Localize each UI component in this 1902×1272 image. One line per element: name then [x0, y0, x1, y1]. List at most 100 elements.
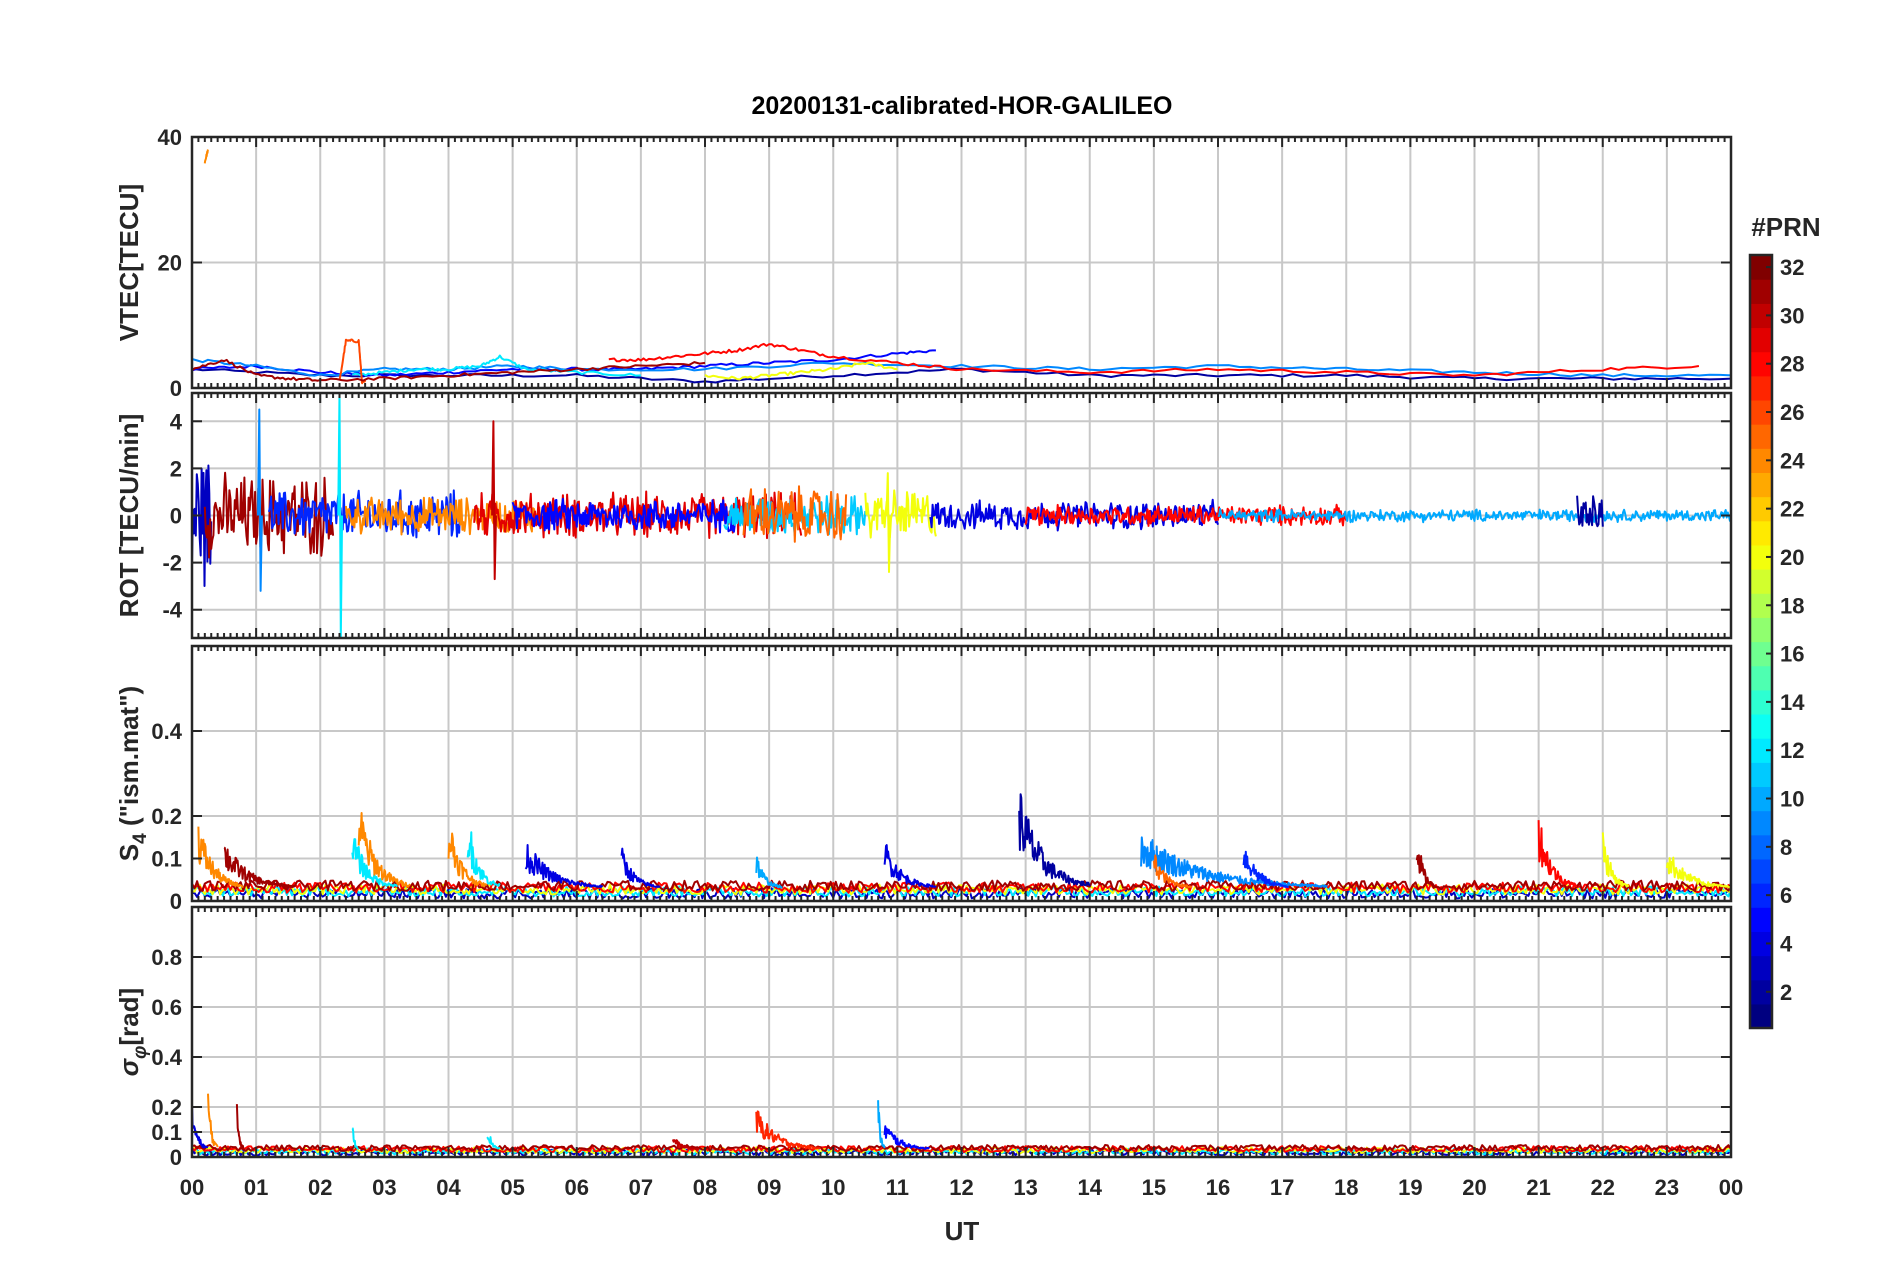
- colorbar-segment: [1750, 665, 1772, 691]
- colorbar-segment: [1750, 955, 1772, 981]
- colorbar-segment: [1750, 375, 1772, 401]
- burst-prn-31: [1415, 854, 1437, 888]
- y-tick-label: 0: [170, 376, 182, 401]
- colorbar-segment: [1750, 810, 1772, 836]
- y-tick-labels: 0 0.1 0.2 0.4: [151, 719, 1731, 914]
- colorbar-tick-label: 20: [1780, 545, 1804, 570]
- colorbar-tick-label: 26: [1780, 400, 1804, 425]
- colorbar-tick-label: 12: [1780, 738, 1804, 763]
- series-prn-10: [1217, 508, 1731, 524]
- burst-prn-10: [877, 1100, 886, 1149]
- colorbar-segment: [1750, 569, 1772, 594]
- colorbar-segment: [1750, 472, 1772, 498]
- x-tick-label: 02: [308, 1175, 332, 1200]
- y-tick-label: 0.2: [151, 1095, 182, 1120]
- x-tick-label: 19: [1398, 1175, 1422, 1200]
- colorbar-segment: [1750, 786, 1772, 812]
- y-tick-label: 0.1: [151, 1120, 182, 1145]
- colorbar-segment: [1750, 279, 1772, 304]
- y-axis-label: ROT [TECU/min]: [114, 414, 144, 618]
- x-tick-label: 22: [1591, 1175, 1615, 1200]
- y-tick-label: 0.2: [151, 804, 182, 829]
- colorbar-segment: [1750, 520, 1772, 546]
- x-tick-label: 20: [1462, 1175, 1486, 1200]
- burst-prn-28: [1537, 820, 1578, 888]
- series-prn-20: [704, 361, 898, 381]
- grid: [192, 907, 1731, 1157]
- y-tick-label: 0: [170, 504, 182, 529]
- chart-title: 20200131-calibrated-HOR-GALILEO: [752, 92, 1173, 120]
- burst-prn-12: [351, 838, 399, 888]
- colorbar-segment: [1750, 617, 1772, 643]
- burst-prn-24: [447, 832, 488, 888]
- colorbar-segment: [1750, 1003, 1772, 1029]
- series-prn-28: [1024, 503, 1348, 527]
- colorbar-segment: [1750, 327, 1772, 353]
- x-tick-label: 05: [500, 1175, 524, 1200]
- y-tick-label: 2: [170, 456, 182, 481]
- x-tick-label: 00: [180, 1175, 204, 1200]
- colorbar-tick-label: 28: [1780, 352, 1804, 377]
- colorbar-segment: [1750, 883, 1772, 908]
- panel-vtec: 0 20 40 VTEC[TECU]: [114, 125, 1733, 401]
- colorbar-segment: [1750, 544, 1772, 570]
- series-prn-24: [203, 149, 209, 164]
- colorbar-tick-label: 4: [1780, 931, 1793, 956]
- colorbar-segment: [1750, 858, 1772, 884]
- y-tick-label: 0: [170, 1145, 182, 1170]
- y-tick-label: 4: [170, 409, 183, 434]
- colorbar-segment: [1750, 255, 1772, 280]
- colorbar-tick-label: 18: [1780, 593, 1804, 618]
- spike-prn-20: [885, 472, 892, 573]
- colorbar-tick-label: 6: [1780, 883, 1792, 908]
- y-tick-labels: -4 -2 0 2 4: [162, 409, 1731, 623]
- x-tick-label: 07: [629, 1175, 653, 1200]
- burst-prn-4: [524, 844, 604, 889]
- y-axis-label: σφ[rad]: [114, 988, 151, 1076]
- y-tick-label: 0.4: [151, 719, 182, 744]
- burst-prn-27: [755, 1110, 822, 1150]
- colorbar-segment: [1750, 399, 1772, 425]
- x-tick-label: 17: [1270, 1175, 1294, 1200]
- x-tick-label: 23: [1655, 1175, 1679, 1200]
- series-prn-31: [192, 358, 706, 382]
- x-tick-label: 09: [757, 1175, 781, 1200]
- colorbar-segment: [1750, 979, 1772, 1005]
- y-tick-label: 0.1: [151, 847, 182, 872]
- burst-prn-5: [883, 1125, 930, 1150]
- colorbar-segment: [1750, 424, 1772, 449]
- colorbar-tick-label: 8: [1780, 835, 1792, 860]
- x-axis-tick-labels: 00 01 02 03 04 05 06 07 08 09 10 11 12 13 14 15 16 17 18 19…: [180, 1175, 1743, 1200]
- y-tick-label: -4: [162, 598, 182, 623]
- y-tick-label: 0: [170, 889, 182, 914]
- colorbar-tick-label: 32: [1780, 255, 1804, 280]
- burst-prn-10: [755, 856, 783, 889]
- baseline-prn-31: [192, 879, 1731, 892]
- panel-rot: -4 -2 0 2 4 ROT [TECU/min]: [114, 391, 1733, 640]
- colorbar-tick-label: 24: [1780, 448, 1805, 473]
- colorbar-label: #PRN: [1751, 212, 1820, 242]
- x-tick-label: 10: [821, 1175, 845, 1200]
- series-prn-25: [742, 485, 848, 543]
- colorbar-segment: [1750, 351, 1772, 377]
- spike-prn-9: [257, 408, 263, 592]
- colorbar-segment: [1750, 931, 1772, 957]
- colorbar-segment: [1750, 593, 1772, 618]
- x-tick-label: 14: [1078, 1175, 1103, 1200]
- y-tick-label: 0.6: [151, 995, 182, 1020]
- burst-prn-20: [1601, 832, 1630, 888]
- series-prn-5: [511, 497, 739, 534]
- colorbar-tick-label: 22: [1780, 497, 1804, 522]
- y-tick-label: 0.4: [151, 1045, 182, 1070]
- series-prn-31: [203, 471, 335, 559]
- burst-prn-9: [1140, 836, 1328, 888]
- colorbar-tick-label: 2: [1780, 980, 1792, 1005]
- x-tick-label: 08: [693, 1175, 717, 1200]
- y-axis-label: S4 ("ism.mat"): [114, 686, 151, 861]
- x-tick-label: 12: [949, 1175, 973, 1200]
- x-ticks: [191, 137, 1732, 388]
- x-tick-label: 04: [436, 1175, 461, 1200]
- x-ticks: [191, 393, 1732, 638]
- x-tick-label: 11: [886, 1175, 909, 1200]
